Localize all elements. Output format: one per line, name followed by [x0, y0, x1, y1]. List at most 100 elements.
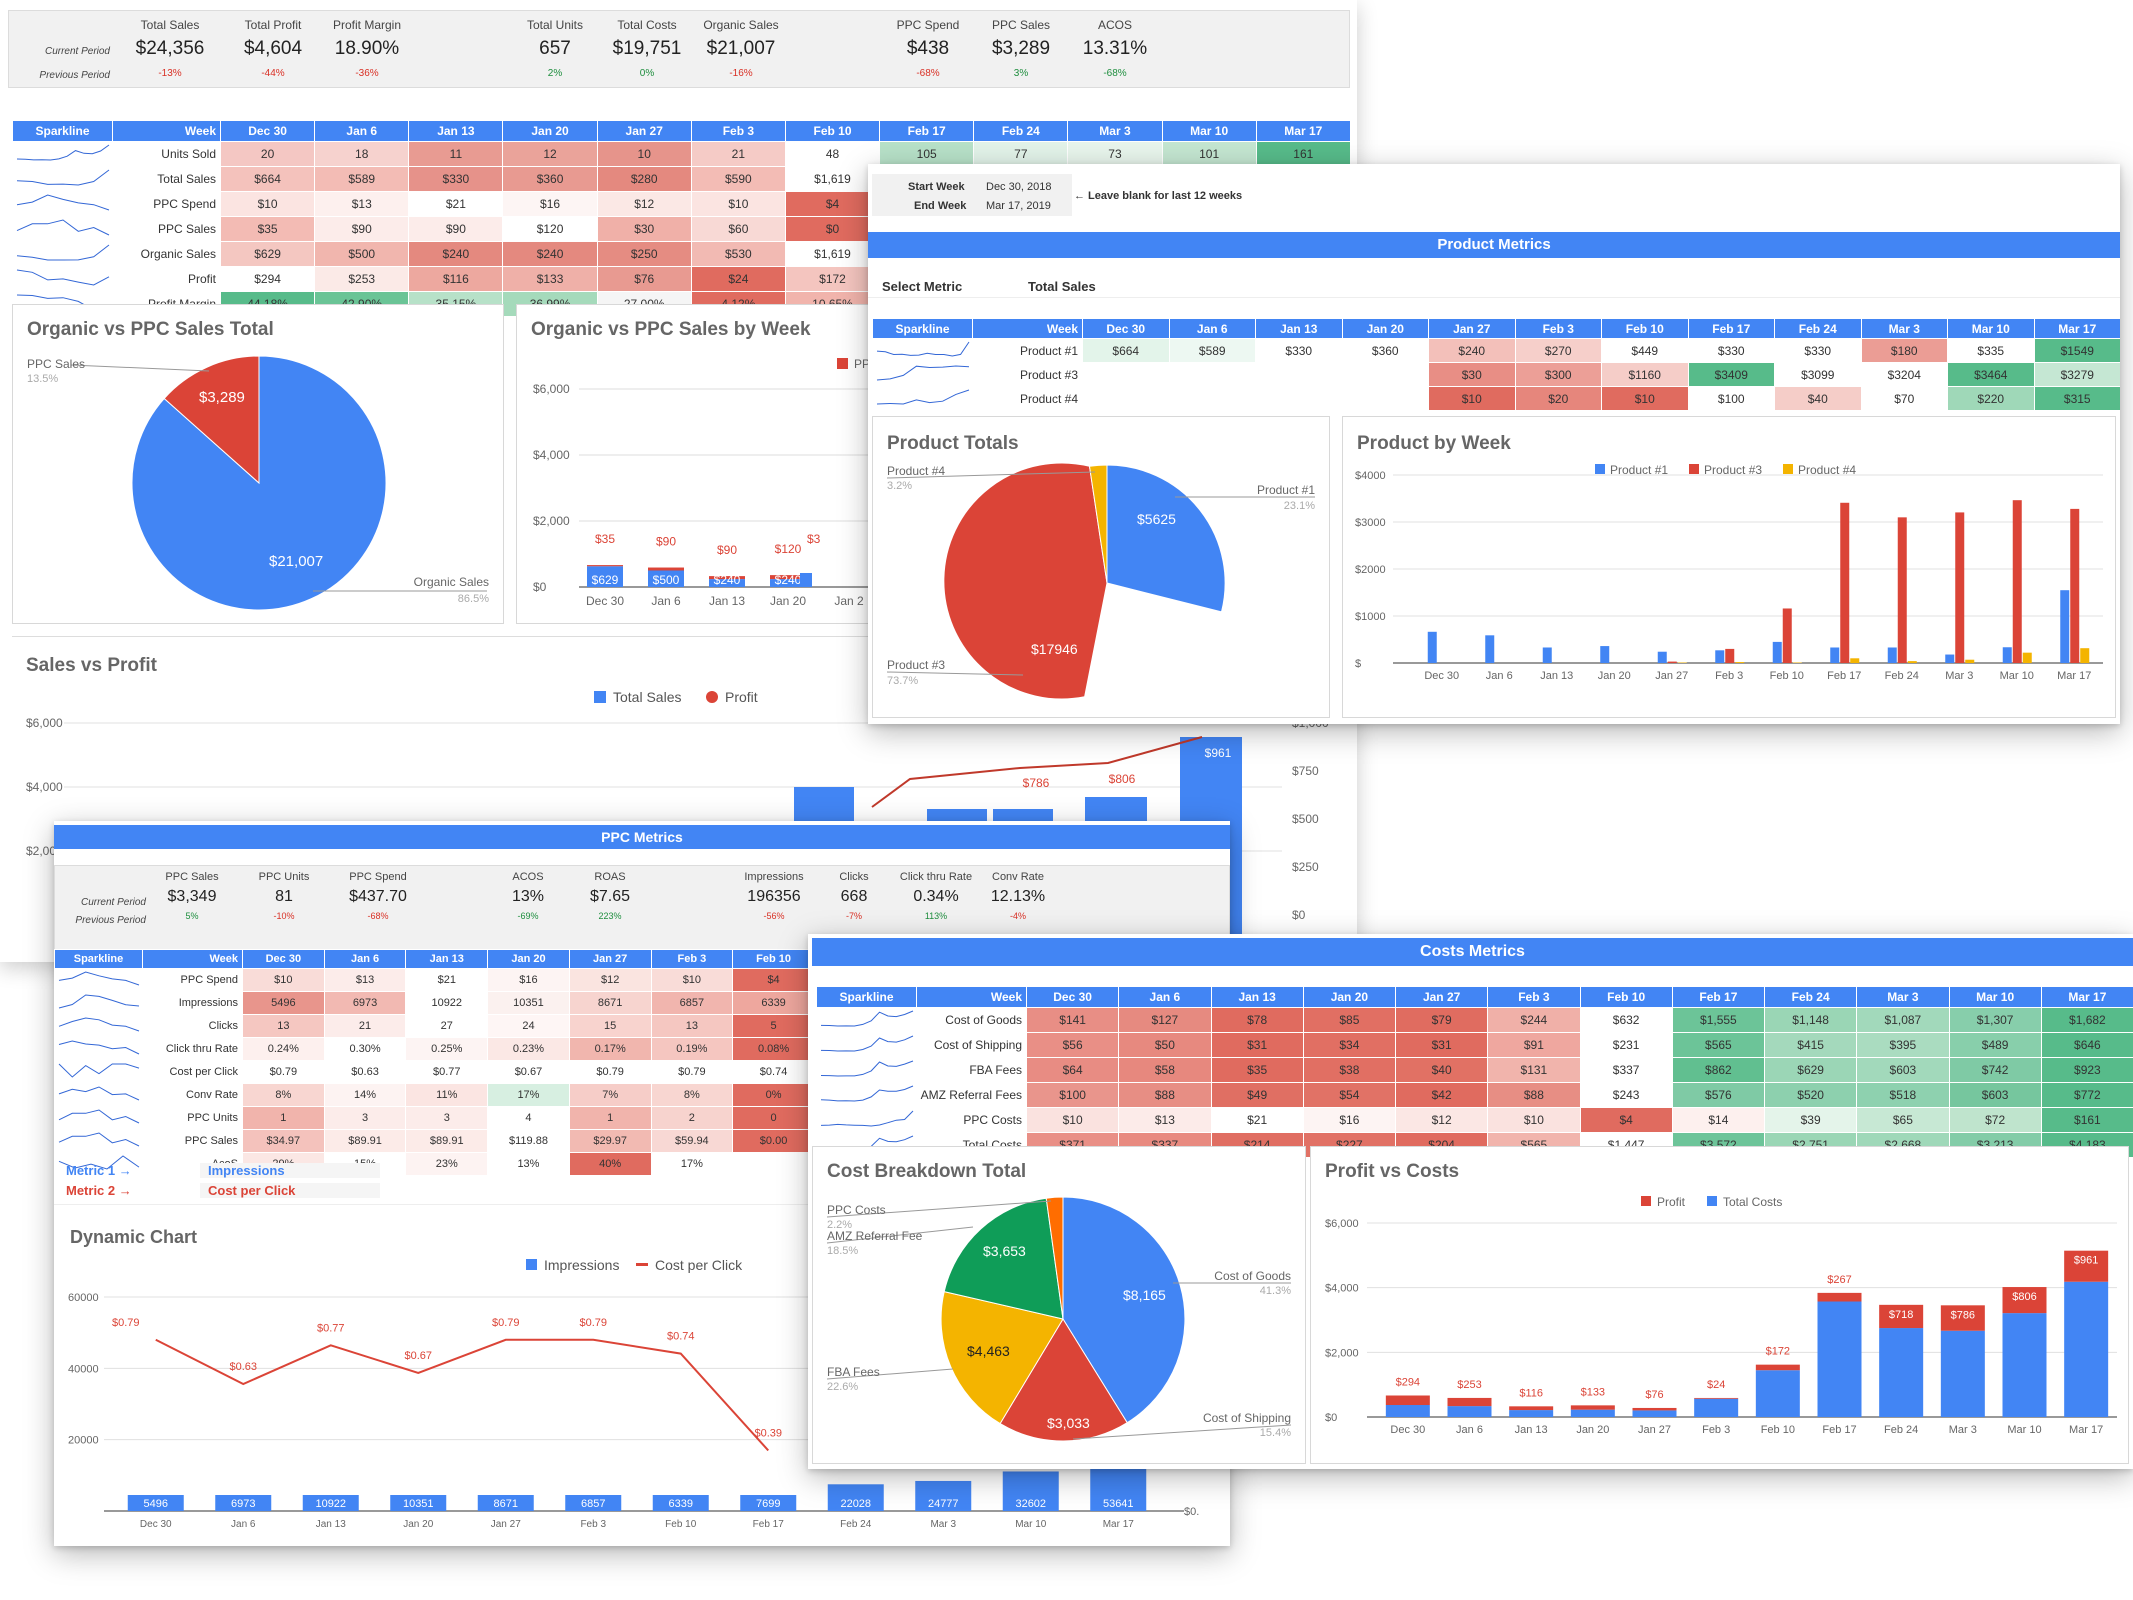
kpi-value: 81 — [275, 888, 293, 905]
previous-period-label: Previous Period — [75, 915, 146, 926]
bar-impressions — [215, 1495, 272, 1511]
table-cell: 13 — [650, 1014, 734, 1038]
kpi-label: PPC Units — [258, 871, 310, 883]
x-tick-label: Mar 17 — [2057, 670, 2091, 682]
sparkline-cell — [816, 1057, 917, 1083]
end-week-value[interactable]: Mar 17, 2019 — [986, 200, 1051, 212]
kpi-label: Organic Sales — [703, 18, 779, 32]
table-cell: $589 — [1168, 338, 1256, 363]
table-cell: $772 — [2040, 1082, 2133, 1108]
sparkline — [58, 1086, 140, 1101]
bar-value-ppc: $120 — [775, 542, 802, 556]
table-cell: $300 — [1514, 362, 1602, 387]
table-cell: $530 — [690, 241, 786, 267]
row-label: Organic Sales — [112, 241, 221, 267]
cost-of-goods-label: Cost of Goods — [1214, 1269, 1291, 1283]
profit-value-label: $253 — [1457, 1379, 1481, 1391]
product-1-value: $5625 — [1137, 511, 1176, 527]
week-column-header: Jan 27 — [568, 949, 652, 969]
y-tick-label: 20000 — [68, 1435, 99, 1447]
bar-profit — [1385, 1395, 1430, 1406]
bar-organic — [800, 573, 812, 587]
bar-value-organic: $500 — [653, 573, 680, 587]
table-cell: $360 — [1341, 338, 1429, 363]
kpi-organic-sales: Organic Sales $21,007 -16% — [681, 18, 801, 79]
bar-total-costs — [1940, 1330, 1985, 1417]
table-cell — [1341, 362, 1429, 387]
pie-slice-fba-fees — [940, 1291, 1064, 1425]
table-row: FBA Fees $64 $58 $35 $38 $40 $131 $337 $862 $629 $… — [816, 1057, 2133, 1083]
week-column-header: Feb 3 — [650, 949, 734, 969]
table-cell: $180 — [1860, 338, 1948, 363]
table-cell: $330 — [1774, 338, 1862, 363]
row-label: Units Sold — [112, 141, 221, 167]
y-tick-label: 60000 — [68, 1292, 99, 1304]
kpi-label: ACOS — [1097, 18, 1132, 32]
table-cell: 48 — [784, 141, 881, 167]
table-cell: $565 — [1671, 1032, 1766, 1058]
profit-value-label: $172 — [1766, 1346, 1790, 1358]
week-header: Week — [142, 949, 243, 969]
x-tick-label: Feb 24 — [1885, 670, 1919, 682]
row-label: Cost of Shipping — [916, 1032, 1027, 1058]
sparkline-cell — [12, 166, 113, 192]
line-value: $0.77 — [317, 1322, 345, 1334]
table-cell: $330 — [1687, 338, 1775, 363]
current-period-label: Current Period — [44, 46, 110, 57]
fba-fees-value: $4,463 — [967, 1343, 1010, 1359]
card-title: Sales vs Profit — [26, 655, 157, 676]
table-cell: $54 — [1302, 1082, 1397, 1108]
metric-1-dropdown[interactable]: Impressions — [200, 1163, 380, 1178]
product-metrics-banner: Product Metrics — [868, 232, 2120, 258]
bar-profit — [1570, 1405, 1615, 1410]
y-tick-label: $4,000 — [533, 448, 570, 462]
profit-value-label: $718 — [935, 788, 962, 802]
table-cell: $240 — [408, 241, 504, 267]
y-tick-label-right: $500 — [1292, 812, 1319, 826]
table-cell: $243 — [1579, 1082, 1673, 1108]
cost-breakdown-card: Cost Breakdown Total PPC Costs 2.2% AMZ … — [812, 1146, 1306, 1464]
table-cell: $13 — [1118, 1107, 1212, 1133]
week-column-header: Mar 17 — [2040, 986, 2133, 1008]
table-cell: $91 — [1487, 1032, 1581, 1058]
table-cell: $60 — [690, 216, 786, 242]
kpi-change: -7% — [845, 911, 862, 921]
start-week-value[interactable]: Dec 30, 2018 — [986, 181, 1052, 193]
table-cell: $12 — [596, 191, 692, 217]
x-tick-label: Jan 13 — [1540, 670, 1573, 682]
kpi-value: 668 — [840, 888, 868, 905]
bar-product — [1657, 651, 1667, 663]
table-cell: $21 — [408, 191, 504, 217]
x-tick-label: Feb 3 — [1702, 1424, 1730, 1436]
select-metric-dropdown[interactable]: Total Sales — [1028, 279, 1096, 294]
legend-sales-label: Total Sales — [613, 689, 682, 705]
table-cell: $34 — [1302, 1032, 1397, 1058]
table-cell: $58 — [1118, 1057, 1212, 1083]
table-cell: $632 — [1579, 1007, 1673, 1033]
sparkline — [58, 994, 140, 1009]
kpi-label: Click thru Rate — [899, 871, 973, 883]
metric-2-dropdown[interactable]: Cost per Click — [200, 1183, 380, 1198]
week-column-header: Jan 20 — [1341, 318, 1429, 339]
bar-ppc — [709, 576, 745, 580]
week-column-header: Feb 10 — [1601, 318, 1689, 339]
week-column-header: Feb 10 — [1579, 986, 1673, 1008]
week-column-header: Mar 10 — [1947, 318, 2035, 339]
table-cell: 7% — [568, 1083, 652, 1107]
table-cell: $270 — [1514, 338, 1602, 363]
row-label: Cost per Click — [142, 1060, 243, 1084]
x-tick-label: Jan 20 — [1576, 1424, 1609, 1436]
row-label: Product #1 — [972, 338, 1083, 363]
table-cell: $30 — [1428, 362, 1516, 387]
y-tick-label: $0 — [533, 580, 547, 594]
table-cell: 23% — [405, 1152, 489, 1176]
bar-impressions — [302, 1495, 359, 1511]
bar-value: 10351 — [403, 1498, 434, 1510]
y-tick-label: $6,000 — [1325, 1218, 1359, 1230]
week-column-header: Mar 17 — [1255, 120, 1351, 142]
bar-total-costs — [2002, 1313, 2047, 1417]
week-column-header: Jan 27 — [1428, 318, 1516, 339]
bar-profit — [1509, 1406, 1554, 1411]
sparkline — [820, 1085, 914, 1102]
table-cell: $100 — [1025, 1082, 1120, 1108]
